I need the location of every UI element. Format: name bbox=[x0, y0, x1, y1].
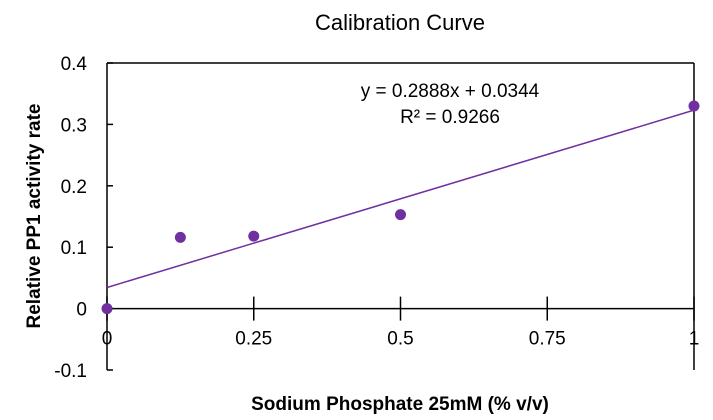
y-tick-label: 0.1 bbox=[61, 238, 87, 259]
x-tick-label: 0.5 bbox=[387, 329, 413, 350]
r-squared-label: R² = 0.9266 bbox=[400, 107, 500, 128]
y-tick-label: 0 bbox=[76, 300, 87, 321]
data-point bbox=[101, 303, 113, 315]
data-point bbox=[688, 100, 700, 112]
trendline-equation: y = 0.2888x + 0.0344 bbox=[361, 81, 540, 102]
x-tick-label: 0.25 bbox=[235, 329, 272, 350]
chart-title: Calibration Curve bbox=[315, 10, 485, 35]
y-tick-label: 0.4 bbox=[61, 54, 88, 75]
data-point bbox=[395, 209, 406, 221]
data-point bbox=[248, 230, 260, 242]
y-tick-label: 0.2 bbox=[61, 177, 87, 198]
x-tick-label: 1 bbox=[689, 329, 700, 350]
trendline bbox=[106, 109, 695, 289]
y-tick-label: 0.3 bbox=[61, 115, 87, 136]
x-tick-label: 0.75 bbox=[529, 329, 566, 350]
x-axis-label: Sodium Phosphate 25mM (% v/v) bbox=[251, 394, 549, 415]
y-axis-label: Relative PP1 activity rate bbox=[24, 104, 45, 329]
y-tick-label: -0.1 bbox=[54, 361, 87, 382]
x-tick-label: 0 bbox=[102, 329, 113, 350]
data-point bbox=[174, 231, 186, 243]
